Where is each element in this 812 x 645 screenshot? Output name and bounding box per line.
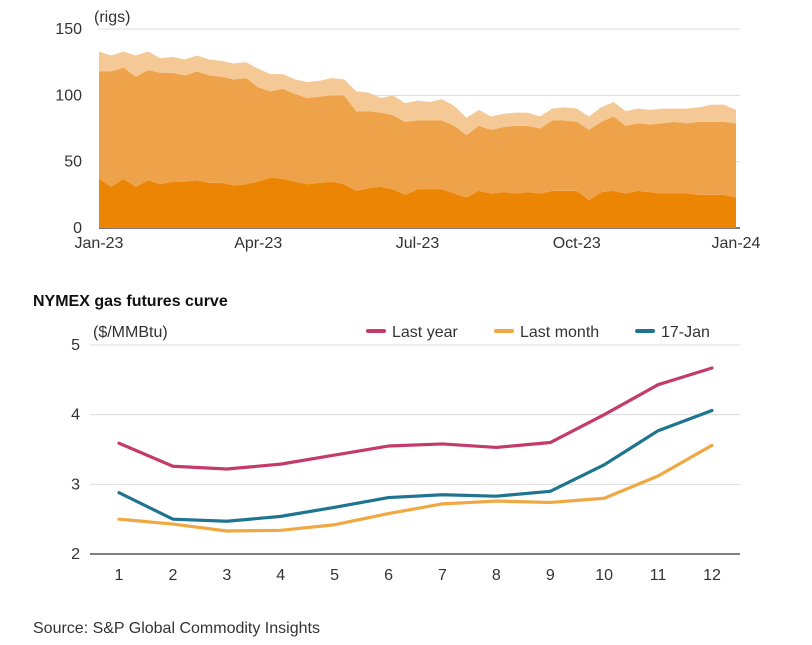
gas-series-line-last-year xyxy=(117,366,714,471)
rig-y-tick-label: 150 xyxy=(55,21,82,38)
gas-x-tick-label: 2 xyxy=(168,567,177,584)
rig-area-layer-2 xyxy=(99,67,736,201)
rig-unit-label: (rigs) xyxy=(94,9,130,26)
gas-x-tick-label: 4 xyxy=(276,567,285,584)
rig-count-chart: 0 50 100 150 Jan-23 Apr-23 Jul-23 Oct-23 Jan-24… xyxy=(55,9,760,252)
legend-label: Last year xyxy=(392,324,458,341)
legend-label: Last month xyxy=(520,324,599,341)
gas-series-line-17-jan xyxy=(117,408,714,523)
source-note: Source: S&P Global Commodity Insights xyxy=(33,620,320,637)
gas-series-line-last-month xyxy=(117,443,714,533)
rig-x-tick-label: Apr-23 xyxy=(234,235,282,252)
gas-y-tick-label: 5 xyxy=(71,337,80,354)
gas-gridlines xyxy=(90,344,740,555)
gas-y-tick-labels: 2 3 4 5 xyxy=(71,337,80,563)
gas-x-tick-label: 9 xyxy=(546,567,555,584)
gas-series-lines xyxy=(117,366,714,533)
gas-unit-label: ($/MMBtu) xyxy=(93,324,168,341)
gas-x-tick-label: 12 xyxy=(703,567,721,584)
gas-x-tick-label: 5 xyxy=(330,567,339,584)
gas-x-tick-label: 7 xyxy=(438,567,447,584)
rig-x-tick-label: Oct-23 xyxy=(553,235,601,252)
rig-x-tick-label: Jan-24 xyxy=(712,235,761,252)
gas-x-tick-label: 11 xyxy=(650,567,667,584)
rig-x-tick-label: Jul-23 xyxy=(396,235,440,252)
rig-y-tick-labels: 0 50 100 150 xyxy=(55,21,82,237)
gas-chart-title: NYMEX gas futures curve xyxy=(33,293,228,310)
gas-x-tick-label: 3 xyxy=(222,567,231,584)
rig-y-tick-label: 100 xyxy=(55,87,82,104)
gas-x-tick-labels: 1 2 3 4 5 6 7 8 9 10 11 12 xyxy=(115,567,721,584)
rig-area-layer-3 xyxy=(99,51,736,136)
gas-y-tick-label: 4 xyxy=(71,407,80,424)
gas-y-tick-label: 3 xyxy=(71,476,80,493)
gas-x-tick-label: 10 xyxy=(595,567,613,584)
rig-y-tick-label: 50 xyxy=(64,154,82,171)
gas-y-tick-label: 2 xyxy=(71,546,80,563)
rig-area-layer-1 xyxy=(99,177,736,228)
legend-label: 17-Jan xyxy=(661,324,710,341)
rig-x-tick-label: Jan-23 xyxy=(75,235,124,252)
gas-x-tick-label: 8 xyxy=(492,567,501,584)
rig-area-layers xyxy=(99,51,736,228)
rig-x-tick-labels: Jan-23 Apr-23 Jul-23 Oct-23 Jan-24 xyxy=(75,235,761,252)
gas-x-tick-label: 1 xyxy=(115,567,124,584)
rig-y-tick-label: 0 xyxy=(73,220,82,237)
gas-x-tick-label: 6 xyxy=(384,567,393,584)
gas-legend: Last year Last month 17-Jan xyxy=(366,324,710,341)
gas-futures-chart: NYMEX gas futures curve ($/MMBtu) Last y… xyxy=(33,293,740,584)
